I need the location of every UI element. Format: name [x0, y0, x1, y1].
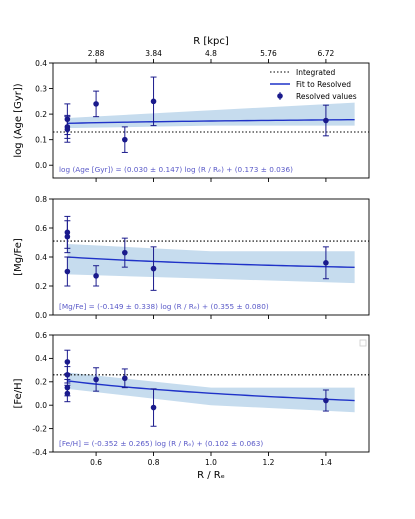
x-axis-label: R / Rₑ	[197, 470, 225, 481]
data-point	[150, 98, 157, 105]
top-x-tick-label: 3.84	[145, 49, 162, 58]
x-tick-label: 1.2	[262, 458, 274, 467]
data-point	[64, 126, 71, 133]
y-tick-label: 0.1	[35, 135, 47, 144]
y-tick-label: 0.6	[35, 331, 47, 340]
data-point	[93, 101, 99, 107]
y-tick-label: 0.4	[35, 59, 47, 68]
fit-equation: [Fe/H] = (-0.352 ± 0.265) log (R / Rₑ) +…	[59, 439, 263, 448]
fit-equation: [Mg/Fe] = (-0.149 ± 0.338) log (R / Rₑ) …	[59, 302, 269, 311]
y-axis-label: [Mg/Fe]	[13, 238, 24, 276]
y-axis-label: [Fe/H]	[13, 378, 24, 408]
data-point	[150, 265, 157, 272]
fit-line	[67, 256, 355, 269]
data-point	[64, 233, 71, 240]
x-tick-label: 0.6	[90, 458, 102, 467]
y-tick-label: 0.4	[35, 253, 47, 262]
top-x-tick-label: 6.72	[318, 49, 335, 58]
confidence-band	[67, 102, 355, 129]
y-tick-label: 0.2	[35, 110, 47, 119]
fit-line	[67, 380, 355, 402]
y-tick-label: 0.0	[35, 401, 47, 410]
panel-2: 0.0 0.2 0.4 0.6 0.8 [Mg/Fe] [Mg/Fe] = (-0.149 …	[13, 195, 370, 320]
y-tick-label: 0.2	[35, 378, 47, 387]
top-x-tick-label: 2.88	[88, 49, 105, 58]
top-x-tick-label: 5.76	[260, 49, 277, 58]
x-tick-label: 1.4	[320, 458, 332, 467]
top-x-tick-label: 4.8	[205, 49, 217, 58]
y-tick-label: 0.2	[35, 282, 47, 291]
data-point	[150, 404, 157, 411]
fit-equation: log (Age [Gyr]) = (0.030 ± 0.147) log (R…	[59, 165, 293, 174]
y-tick-label: 0.0	[35, 311, 47, 320]
y-tick-label: 0.3	[35, 84, 47, 93]
data-point	[64, 371, 71, 378]
y-axis-label: log (Age [Gyr])	[13, 83, 24, 157]
empty-legend-box	[359, 339, 367, 347]
data-point	[122, 136, 128, 143]
data-point	[323, 117, 329, 124]
data-point	[64, 359, 71, 365]
data-point	[64, 390, 71, 397]
y-tick-label: -0.2	[32, 424, 47, 433]
panel-1: 0.0 0.1 0.2 0.3 0.4 log (Age [Gyr]) log (Age […	[13, 36, 370, 182]
data-point	[93, 376, 99, 383]
fit-line	[67, 118, 355, 125]
data-point	[64, 268, 71, 275]
y-tick-label: 0.0	[35, 161, 47, 170]
legend-fit-label: Fit to Resolved	[296, 80, 351, 89]
y-tick-label: -0.4	[32, 448, 47, 457]
legend-resolved-swatch	[277, 93, 283, 99]
confidence-band	[67, 372, 355, 413]
legend-resolved-label: Resolved values	[296, 92, 357, 101]
panel-3: -0.4 -0.2 0.0 0.2 0.4 0.6 [Fe/H] [Fe/H] = (-0.3…	[13, 331, 370, 481]
data-point	[323, 397, 329, 404]
legend: Integrated Fit to Resolved Resolved values	[270, 68, 357, 101]
top-x-axis-label: R [kpc]	[193, 36, 229, 47]
y-tick-label: 0.6	[35, 224, 47, 233]
data-point	[122, 249, 128, 256]
x-tick-label: 0.8	[148, 458, 160, 467]
y-tick-label: 0.8	[35, 195, 47, 204]
data-point	[122, 375, 128, 382]
x-tick-label: 1.0	[205, 458, 217, 467]
data-point	[323, 260, 329, 266]
data-point	[93, 273, 99, 279]
y-tick-label: 0.4	[35, 354, 47, 363]
legend-integrated-label: Integrated	[296, 68, 336, 77]
